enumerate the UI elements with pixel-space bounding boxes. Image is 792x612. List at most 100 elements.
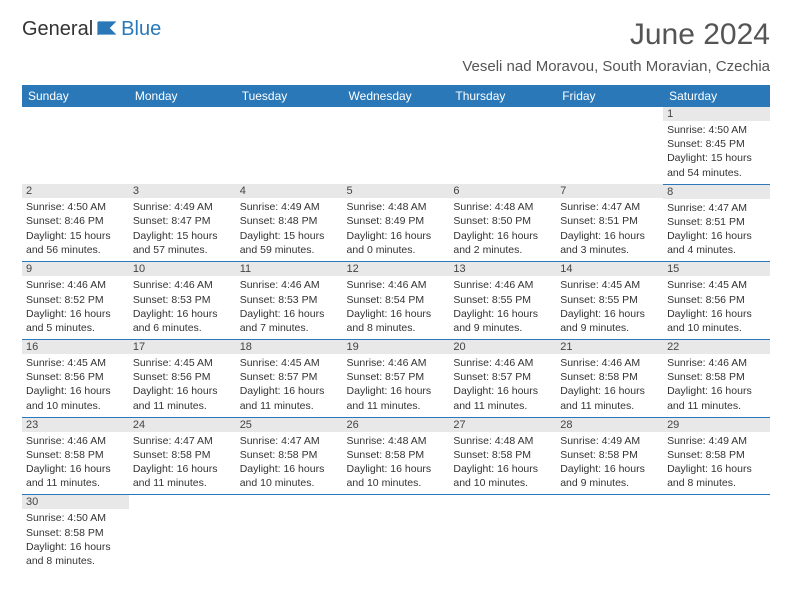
week-row: 1 Sunrise: 4:50 AMSunset: 8:45 PMDaylight… [22,107,770,184]
day-number: 11 [236,262,343,276]
week-row: 30Sunrise: 4:50 AMSunset: 8:58 PMDayligh… [22,495,770,572]
day-cell: 20 Sunrise: 4:46 AMSunset: 8:57 PMDayligh… [449,340,556,418]
day-data: Sunrise: 4:46 AMSunset: 8:58 PMDaylight:… [667,356,766,413]
day-number: 6 [449,184,556,198]
day-cell: 24Sunrise: 4:47 AMSunset: 8:58 PMDayligh… [129,417,236,495]
day-data: Sunrise: 4:48 AMSunset: 8:58 PMDaylight:… [347,434,446,491]
day-cell: 11 Sunrise: 4:46 AMSunset: 8:53 PMDayligh… [236,262,343,340]
weekday-header: Saturday [663,85,770,107]
day-number: 28 [556,418,663,432]
day-cell [556,495,663,572]
week-row: 16 Sunrise: 4:45 AMSunset: 8:56 PMDayligh… [22,340,770,418]
day-cell [343,107,450,184]
day-cell: 25 Sunrise: 4:47 AMSunset: 8:58 PMDayligh… [236,417,343,495]
day-data: Sunrise: 4:48 AMSunset: 8:49 PMDaylight:… [347,200,446,257]
weekday-header: Wednesday [343,85,450,107]
day-cell: 7 Sunrise: 4:47 AMSunset: 8:51 PMDaylight… [556,184,663,262]
day-data: Sunrise: 4:46 AMSunset: 8:57 PMDaylight:… [453,356,552,413]
day-number: 13 [449,262,556,276]
day-number: 19 [343,340,450,354]
day-cell [343,495,450,572]
day-cell: 3 Sunrise: 4:49 AMSunset: 8:47 PMDaylight… [129,184,236,262]
day-cell: 29 Sunrise: 4:49 AMSunset: 8:58 PMDayligh… [663,417,770,495]
day-number: 4 [236,184,343,198]
day-number: 3 [129,184,236,198]
day-number: 20 [449,340,556,354]
day-cell: 17 Sunrise: 4:45 AMSunset: 8:56 PMDayligh… [129,340,236,418]
day-data: Sunrise: 4:48 AMSunset: 8:50 PMDaylight:… [453,200,552,257]
day-number: 9 [22,262,129,276]
day-cell: 14Sunrise: 4:45 AMSunset: 8:55 PMDayligh… [556,262,663,340]
day-data: Sunrise: 4:48 AMSunset: 8:58 PMDaylight:… [453,434,552,491]
weekday-header: Thursday [449,85,556,107]
day-data: Sunrise: 4:47 AMSunset: 8:58 PMDaylight:… [133,434,232,491]
day-cell [236,495,343,572]
day-data: Sunrise: 4:46 AMSunset: 8:52 PMDaylight:… [26,278,125,335]
day-cell: 10 Sunrise: 4:46 AMSunset: 8:53 PMDayligh… [129,262,236,340]
day-data: Sunrise: 4:46 AMSunset: 8:53 PMDaylight:… [240,278,339,335]
day-cell [449,107,556,184]
day-number: 2 [22,184,129,198]
month-title: June 2024 [462,18,770,52]
day-data: Sunrise: 4:49 AMSunset: 8:58 PMDaylight:… [560,434,659,491]
day-number: 27 [449,418,556,432]
day-cell: 18 Sunrise: 4:45 AMSunset: 8:57 PMDayligh… [236,340,343,418]
week-row: 23 Sunrise: 4:46 AMSunset: 8:58 PMDayligh… [22,417,770,495]
day-number: 10 [129,262,236,276]
title-block: June 2024 Veseli nad Moravou, South Mora… [462,18,770,75]
day-number: 25 [236,418,343,432]
day-data: Sunrise: 4:46 AMSunset: 8:58 PMDaylight:… [560,356,659,413]
day-cell: 12 Sunrise: 4:46 AMSunset: 8:54 PMDayligh… [343,262,450,340]
day-cell: 8 Sunrise: 4:47 AMSunset: 8:51 PMDaylight… [663,184,770,262]
day-number: 8 [663,185,770,199]
day-number: 7 [556,184,663,198]
day-number: 18 [236,340,343,354]
day-cell: 26 Sunrise: 4:48 AMSunset: 8:58 PMDayligh… [343,417,450,495]
day-number: 26 [343,418,450,432]
day-cell [449,495,556,572]
weekday-header: Monday [129,85,236,107]
day-data: Sunrise: 4:45 AMSunset: 8:55 PMDaylight:… [560,278,659,335]
calendar-table: Sunday Monday Tuesday Wednesday Thursday… [22,85,770,572]
day-data: Sunrise: 4:50 AMSunset: 8:45 PMDaylight:… [667,123,766,180]
week-row: 9 Sunrise: 4:46 AMSunset: 8:52 PMDaylight… [22,262,770,340]
day-data: Sunrise: 4:46 AMSunset: 8:53 PMDaylight:… [133,278,232,335]
day-data: Sunrise: 4:49 AMSunset: 8:48 PMDaylight:… [240,200,339,257]
day-data: Sunrise: 4:45 AMSunset: 8:56 PMDaylight:… [26,356,125,413]
day-cell [129,495,236,572]
day-data: Sunrise: 4:46 AMSunset: 8:58 PMDaylight:… [26,434,125,491]
day-cell: 15Sunrise: 4:45 AMSunset: 8:56 PMDayligh… [663,262,770,340]
day-data: Sunrise: 4:45 AMSunset: 8:56 PMDaylight:… [133,356,232,413]
day-number: 12 [343,262,450,276]
day-number: 21 [556,340,663,354]
day-cell: 21 Sunrise: 4:46 AMSunset: 8:58 PMDayligh… [556,340,663,418]
day-data: Sunrise: 4:46 AMSunset: 8:55 PMDaylight:… [453,278,552,335]
day-data: Sunrise: 4:47 AMSunset: 8:51 PMDaylight:… [667,201,766,258]
day-cell [22,107,129,184]
weekday-header: Sunday [22,85,129,107]
day-cell: 1 Sunrise: 4:50 AMSunset: 8:45 PMDaylight… [663,107,770,184]
week-row: 2Sunrise: 4:50 AMSunset: 8:46 PMDaylight… [22,184,770,262]
day-number: 17 [129,340,236,354]
day-data: Sunrise: 4:45 AMSunset: 8:57 PMDaylight:… [240,356,339,413]
flag-icon [97,20,119,39]
day-cell [129,107,236,184]
day-cell [556,107,663,184]
day-data: Sunrise: 4:46 AMSunset: 8:57 PMDaylight:… [347,356,446,413]
day-cell: 9 Sunrise: 4:46 AMSunset: 8:52 PMDaylight… [22,262,129,340]
day-data: Sunrise: 4:47 AMSunset: 8:51 PMDaylight:… [560,200,659,257]
day-number: 23 [22,418,129,432]
day-data: Sunrise: 4:49 AMSunset: 8:58 PMDaylight:… [667,434,766,491]
day-number: 5 [343,184,450,198]
day-number: 16 [22,340,129,354]
day-data: Sunrise: 4:46 AMSunset: 8:54 PMDaylight:… [347,278,446,335]
day-cell: 16 Sunrise: 4:45 AMSunset: 8:56 PMDayligh… [22,340,129,418]
day-cell: 22Sunrise: 4:46 AMSunset: 8:58 PMDayligh… [663,340,770,418]
calendar-body: 1 Sunrise: 4:50 AMSunset: 8:45 PMDaylight… [22,107,770,572]
weekday-header-row: Sunday Monday Tuesday Wednesday Thursday… [22,85,770,107]
day-number: 1 [663,107,770,121]
day-number: 29 [663,418,770,432]
day-data: Sunrise: 4:47 AMSunset: 8:58 PMDaylight:… [240,434,339,491]
day-data: Sunrise: 4:49 AMSunset: 8:47 PMDaylight:… [133,200,232,257]
day-cell: 6 Sunrise: 4:48 AMSunset: 8:50 PMDaylight… [449,184,556,262]
